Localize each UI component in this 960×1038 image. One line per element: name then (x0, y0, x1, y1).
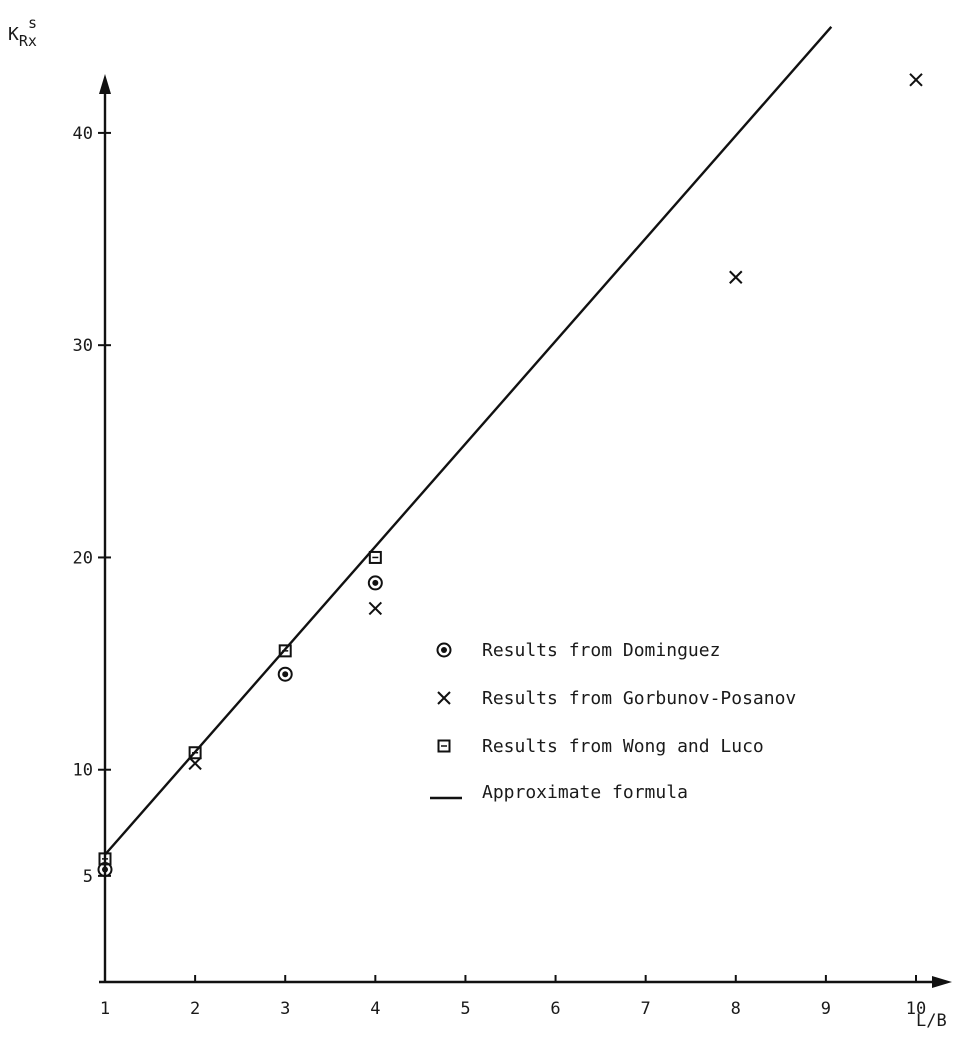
legend-item-approx: Approximate formula (430, 782, 688, 803)
approximate-formula-line (104, 25, 833, 856)
data-points (97, 73, 923, 877)
dominguez-point (97, 861, 113, 877)
legend-marker-x-icon (437, 691, 451, 705)
dominguez-point (367, 575, 383, 591)
legend-marker-circle-icon (436, 642, 452, 658)
y-tick-label: 40 (73, 124, 93, 144)
wong-luco-point (278, 644, 292, 658)
gorbunov-point (909, 73, 923, 87)
x-tick-label: 1 (100, 999, 110, 1019)
x-tick-label: 2 (190, 999, 200, 1019)
legend-marker (437, 691, 451, 705)
legend-label-approx: Approximate formula (482, 782, 688, 803)
legend-item-dominguez: Results from Dominguez (436, 640, 720, 661)
y-axis-title-sup: s (28, 14, 37, 32)
x-tick-label: 10 (906, 999, 926, 1019)
y-tick-label: 30 (73, 336, 93, 356)
x-axis-title: L/B (916, 1011, 947, 1031)
legend: Results from Dominguez Results from Gorb… (430, 640, 796, 803)
legend-marker (436, 642, 452, 658)
gorbunov-point (729, 270, 743, 284)
y-axis-title-sub: Rx (19, 32, 37, 50)
fit-lines (104, 25, 833, 856)
legend-label-gorbunov: Results from Gorbunov-Posanov (482, 688, 796, 709)
y-tick-label: 10 (73, 761, 93, 781)
legend-item-gorbunov: Results from Gorbunov-Posanov (437, 688, 796, 709)
legend-marker (437, 739, 451, 753)
x-tick-label: 5 (460, 999, 470, 1019)
x-tick-label: 6 (550, 999, 560, 1019)
y-axis-title: KRx (8, 24, 37, 50)
ticks: 1 2 3 4 5 6 7 8 9 10 5 10 20 30 40 (73, 124, 927, 1019)
legend-marker-square-icon (437, 739, 451, 753)
gorbunov-point (188, 756, 202, 771)
x-tick-label: 8 (731, 999, 741, 1019)
y-tick-label: 5 (83, 867, 93, 887)
legend-item-wong-luco: Results from Wong and Luco (437, 736, 764, 757)
x-tick-label: 4 (370, 999, 380, 1019)
x-axis-arrow (932, 976, 952, 988)
y-tick-label: 20 (73, 548, 93, 568)
legend-label-wong-luco: Results from Wong and Luco (482, 736, 764, 757)
y-axis-title-main: K (8, 24, 19, 45)
x-tick-label: 7 (641, 999, 651, 1019)
wong-luco-point (188, 746, 202, 760)
wong-luco-point (98, 852, 112, 866)
y-axis-arrow (99, 74, 111, 94)
x-tick-label: 9 (821, 999, 831, 1019)
dominguez-point (277, 666, 293, 682)
wong-luco-point (368, 550, 382, 564)
gorbunov-point (368, 601, 383, 616)
x-tick-label: 3 (280, 999, 290, 1019)
legend-label-dominguez: Results from Dominguez (482, 640, 720, 661)
